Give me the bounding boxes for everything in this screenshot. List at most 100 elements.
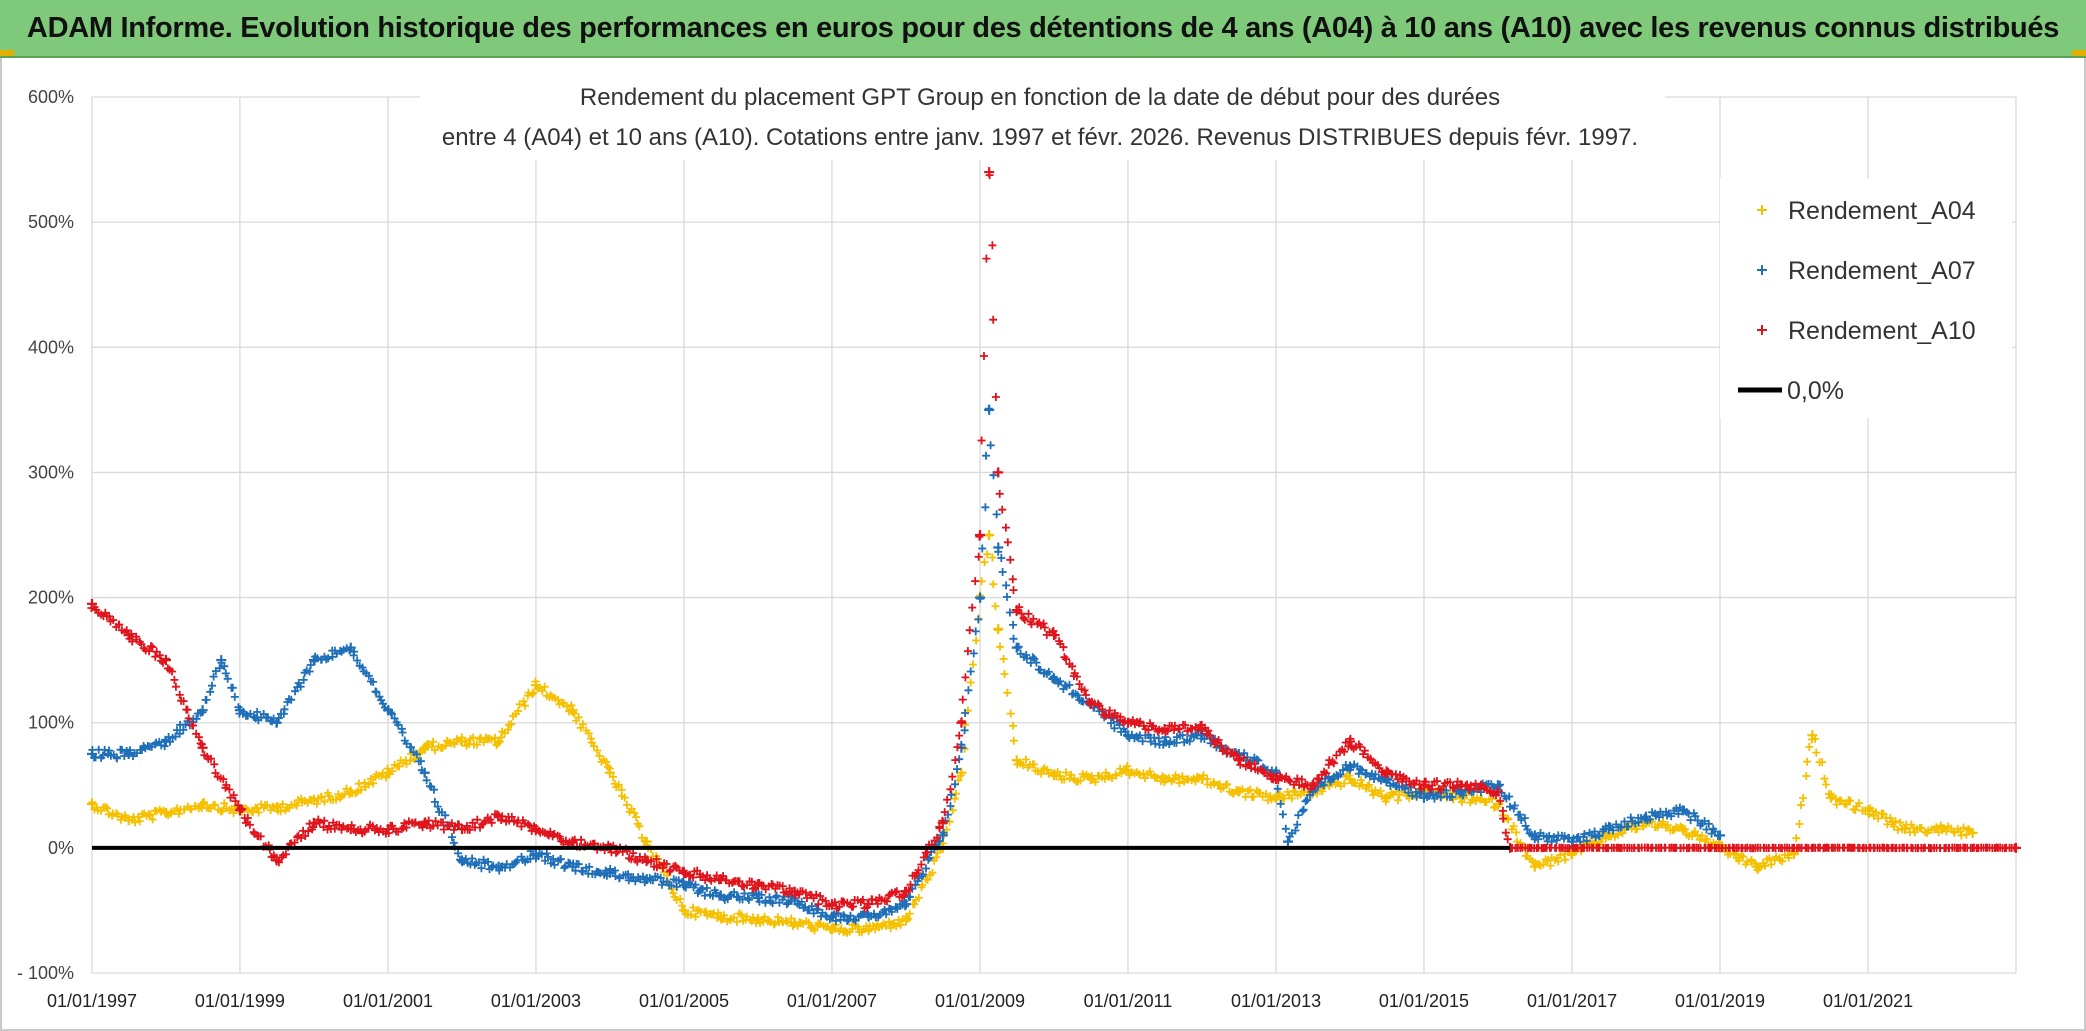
data-point	[641, 855, 652, 866]
data-point	[984, 530, 995, 540]
data-point	[345, 642, 356, 653]
data-point	[456, 824, 467, 835]
data-point	[271, 717, 282, 728]
data-point	[1418, 780, 1429, 791]
data-point	[1455, 780, 1466, 791]
data-point	[1049, 673, 1059, 684]
y-tick-label: 400%	[28, 337, 74, 357]
data-point	[956, 717, 967, 728]
data-point	[1899, 824, 1910, 835]
data-point	[1159, 774, 1170, 785]
data-point	[493, 736, 504, 747]
y-tick-label: 500%	[28, 212, 74, 232]
data-point	[271, 802, 282, 813]
data-point	[863, 911, 874, 922]
data-point	[197, 705, 208, 716]
data-point	[419, 817, 430, 828]
x-tick-label: 01/01/2015	[1379, 991, 1469, 1011]
data-point	[604, 767, 615, 778]
data-point	[975, 592, 986, 603]
chart-title-background	[420, 72, 1665, 160]
legend-label-Rendement_A04: Rendement_A04	[1788, 197, 1976, 225]
data-point	[1271, 774, 1282, 785]
data-point	[123, 815, 134, 826]
x-tick-label: 01/01/2003	[491, 991, 581, 1011]
data-point	[456, 855, 467, 866]
data-point	[1011, 642, 1022, 653]
data-point	[1714, 830, 1725, 841]
chart-title-line-1: Rendement du placement GPT Group en fonc…	[580, 84, 1500, 111]
data-point	[216, 655, 227, 666]
data-point	[1492, 786, 1503, 797]
data-point	[1122, 730, 1133, 741]
series-marks-Rendement_A04	[88, 531, 1974, 937]
data-point	[419, 767, 430, 778]
x-tick-label: 01/01/2013	[1231, 991, 1321, 1011]
data-point	[752, 880, 763, 891]
data-point	[984, 167, 995, 178]
data-point	[975, 530, 986, 540]
data-point	[1529, 830, 1540, 841]
data-point	[456, 736, 467, 747]
y-tick-label: 200%	[28, 588, 74, 608]
data-point	[1603, 824, 1614, 835]
data-point	[679, 905, 690, 916]
data-point	[937, 817, 948, 828]
data-point	[1677, 805, 1688, 816]
data-point	[1122, 765, 1133, 776]
legend: Rendement_A04 Rendement_A07 Rendement_A10 0…	[1720, 178, 2012, 418]
data-point	[493, 811, 504, 822]
x-tick-label: 01/01/2021	[1823, 991, 1913, 1011]
y-tick-label: - 100%	[17, 963, 74, 983]
x-tick-label: 01/01/2019	[1675, 991, 1765, 1011]
data-point	[493, 861, 504, 872]
data-point	[1085, 774, 1096, 785]
data-point	[900, 915, 911, 926]
data-point	[383, 824, 394, 835]
legend-marker-Rendement_A10	[1757, 325, 1767, 335]
data-point	[383, 767, 394, 778]
data-point	[604, 867, 615, 878]
data-point	[1345, 736, 1356, 747]
data-point	[826, 899, 837, 910]
data-point	[1011, 755, 1022, 766]
data-point	[1418, 792, 1429, 803]
data-point	[1049, 630, 1059, 641]
data-point	[1641, 811, 1652, 822]
series-Rendement_A04	[87, 530, 1978, 937]
data-point	[160, 736, 171, 747]
data-point	[567, 861, 578, 872]
data-point	[1011, 605, 1022, 616]
x-tick-label: 01/01/2017	[1527, 991, 1617, 1011]
x-tick-label: 01/01/2001	[343, 991, 433, 1011]
banner-corner-right	[2072, 50, 2086, 56]
data-point	[2011, 842, 2021, 853]
legend-label-Rendement_A10: Rendement_A10	[1788, 317, 1976, 345]
legend-label-zero: 0,0%	[1787, 377, 1844, 405]
data-point	[826, 911, 837, 922]
data-point	[1967, 827, 1978, 838]
data-point	[715, 911, 726, 922]
data-point	[1307, 780, 1318, 791]
data-point	[383, 705, 394, 716]
data-point	[1085, 698, 1096, 709]
data-point	[160, 807, 171, 818]
data-point	[984, 404, 995, 415]
data-point	[1529, 861, 1540, 872]
data-point	[641, 874, 652, 885]
y-tick-label: 600%	[28, 87, 74, 107]
data-point	[567, 705, 578, 716]
data-point	[1863, 805, 1874, 816]
y-tick-label: 0%	[48, 838, 74, 858]
data-point	[308, 795, 319, 806]
data-point	[937, 830, 948, 841]
data-point	[863, 924, 874, 935]
data-point	[123, 630, 134, 641]
data-point	[530, 824, 541, 835]
data-point	[715, 874, 726, 885]
legend-label-Rendement_A07: Rendement_A07	[1788, 257, 1976, 285]
data-point	[87, 749, 97, 759]
data-point	[752, 914, 763, 925]
data-point	[419, 742, 430, 753]
data-point	[1345, 774, 1356, 785]
